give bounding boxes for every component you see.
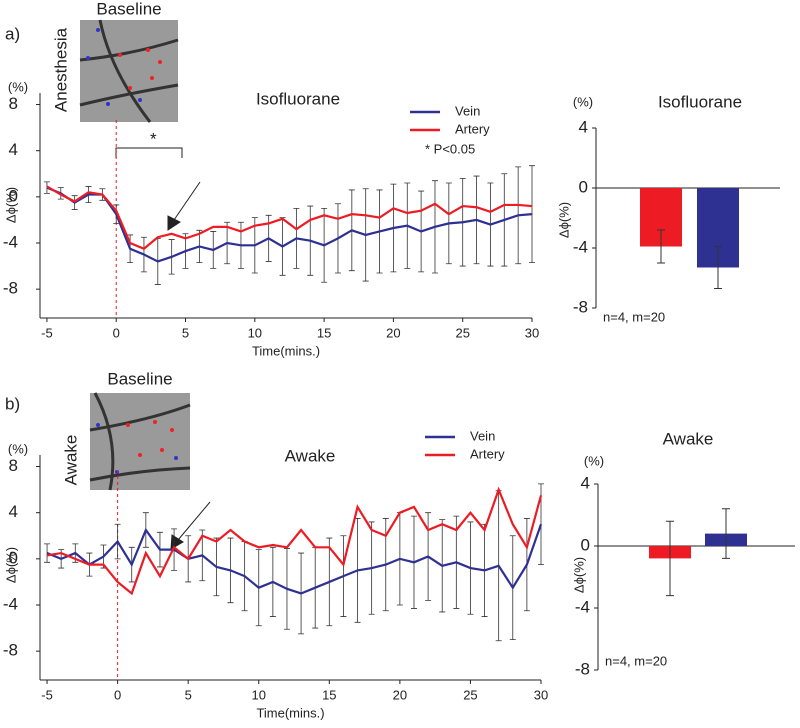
y-tick-label: 0 [579, 177, 588, 196]
y-axis-label: Δϕ(%) [3, 547, 18, 583]
unit-label: (%) [8, 441, 28, 456]
y-tick-label: -4 [573, 237, 588, 256]
y-tick-label: -8 [573, 297, 588, 316]
x-tick-label: 20 [386, 325, 400, 340]
y-tick-label: 0 [581, 535, 590, 554]
x-axis-label: Time(mins.) [252, 343, 320, 358]
series-line [46, 523, 543, 595]
x-tick-label: 5 [185, 687, 192, 702]
title: Isofluorane [256, 89, 340, 108]
x-tick-label: 0 [114, 687, 121, 702]
legend-label: Vein [455, 103, 480, 118]
inset-photo [89, 392, 191, 491]
x-tick-label: 25 [463, 687, 477, 702]
panel-label: b) [5, 394, 20, 413]
inset-label: Anesthesia [51, 27, 70, 112]
y-tick-label: -4 [3, 232, 18, 251]
error-bar [666, 520, 674, 597]
error-bar [657, 229, 665, 264]
y-tick-label: -8 [3, 641, 18, 660]
x-tick-label: 30 [525, 325, 539, 340]
x-tick-label: 5 [182, 325, 189, 340]
y-axis-label: Δϕ(%) [3, 187, 18, 223]
y-tick-label: -8 [3, 279, 18, 298]
legend-label: Vein [470, 428, 495, 443]
series-line [46, 186, 533, 263]
x-tick-label: 20 [393, 687, 407, 702]
title: Isofluorane [658, 92, 742, 111]
y-tick-label: 4 [9, 502, 18, 521]
legend-label: Artery [470, 446, 505, 461]
y-axis-label: Δϕ(%) [556, 202, 571, 238]
y-tick-label: -4 [575, 597, 590, 616]
y-tick-label: 8 [9, 456, 18, 475]
y-tick-label: 4 [9, 140, 18, 159]
series-line [46, 486, 543, 596]
x-tick-label: 10 [252, 687, 266, 702]
inset-title: Baseline [107, 369, 172, 388]
x-tick-label: 10 [248, 325, 262, 340]
series-line [46, 185, 533, 251]
x-tick-label: 0 [113, 325, 120, 340]
inset-label: Awake [61, 435, 80, 486]
x-tick-label: -5 [41, 687, 53, 702]
unit-label: (%) [8, 79, 28, 94]
y-tick-label: -8 [575, 659, 590, 678]
error-bar [722, 508, 730, 559]
annotation: n=4, m=20 [605, 653, 667, 668]
significance-bracket [115, 147, 183, 158]
y-tick-label: 0 [9, 186, 18, 205]
y-tick-label: 4 [581, 473, 590, 492]
title: Awake [285, 446, 336, 465]
title: Awake [663, 429, 714, 448]
inset-photo [79, 19, 179, 123]
annotation: * [150, 129, 157, 148]
panel-label: a) [5, 24, 20, 43]
error-bar [529, 165, 535, 264]
unit-label: (%) [584, 453, 604, 468]
legend-label: Artery [455, 121, 490, 136]
x-tick-label: 15 [322, 687, 336, 702]
inset-title: Baseline [96, 0, 161, 18]
x-tick-label: -5 [41, 325, 53, 340]
x-tick-label: 15 [317, 325, 331, 340]
x-tick-label: 30 [534, 687, 548, 702]
y-tick-label: -4 [3, 594, 18, 613]
y-tick-label: 8 [9, 94, 18, 113]
annotation: * P<0.05 [425, 141, 475, 156]
unit-label: (%) [573, 94, 593, 109]
x-axis-label: Time(mins.) [256, 705, 324, 720]
x-tick-label: 25 [455, 325, 469, 340]
error-bar [714, 246, 722, 289]
y-axis-label: Δϕ(%) [571, 557, 586, 593]
y-tick-label: 0 [9, 548, 18, 567]
annotation: n=4, m=20 [603, 309, 665, 324]
y-tick-label: 4 [579, 117, 588, 136]
